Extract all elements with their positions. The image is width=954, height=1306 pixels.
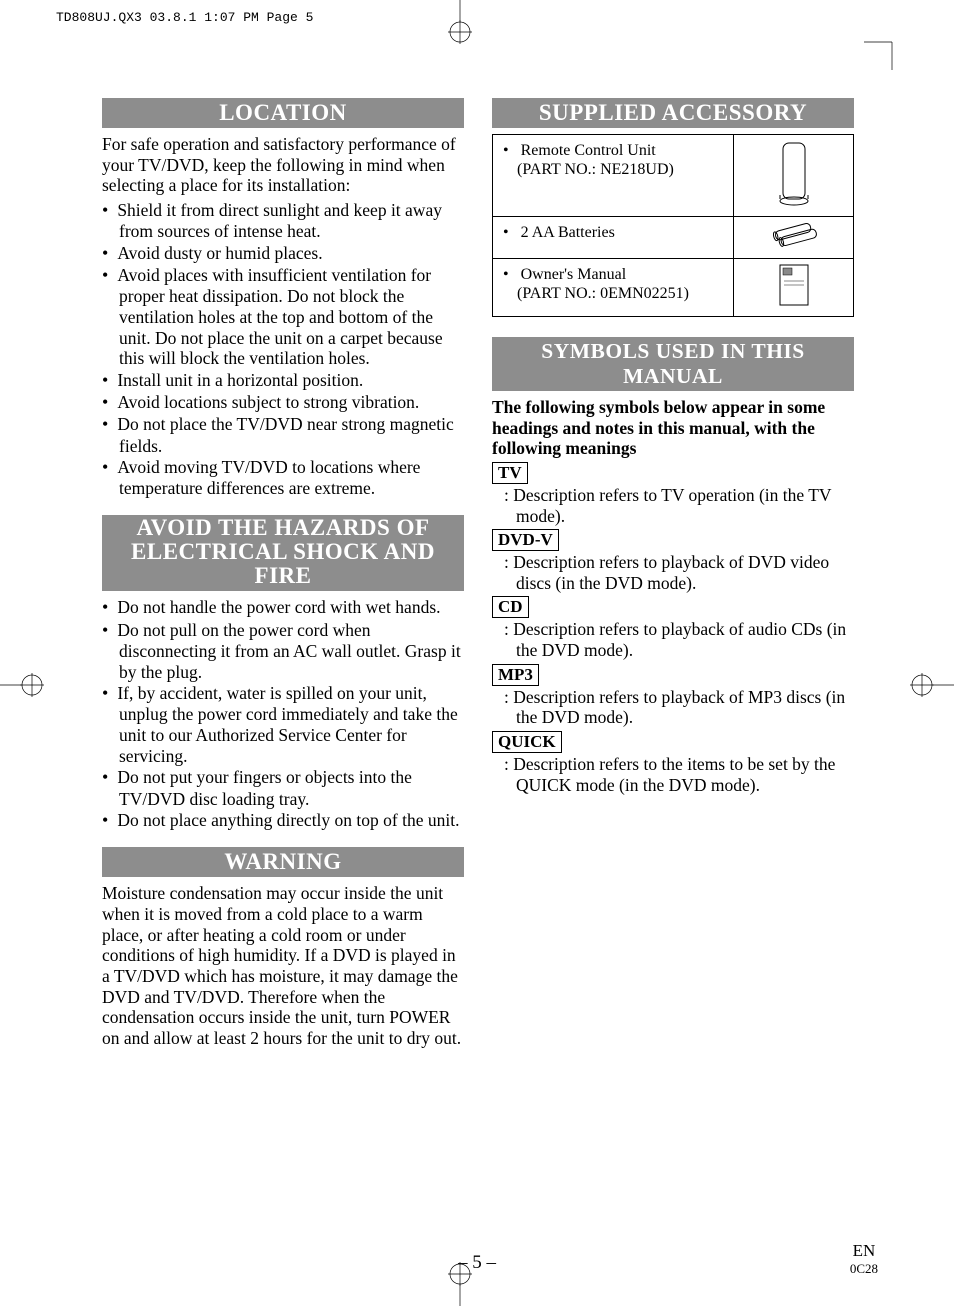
accessory-label: 2 AA Batteries [521,224,615,241]
symbol-entry: DVD-V : Description refers to playback o… [492,526,854,593]
symbol-tag-tv: TV [492,462,528,484]
symbols-intro: The following symbols below appear in so… [492,397,854,459]
crop-mark-left [0,655,45,715]
warning-body: Moisture condensation may occur inside t… [102,883,464,1048]
accessory-cell-batteries: 2 AA Batteries [493,217,734,259]
symbol-entry: MP3 : Description refers to playback of … [492,661,854,728]
accessory-image-batteries [734,217,854,259]
left-column: LOCATION For safe operation and satisfac… [102,98,464,1053]
hazards-header: AVOID THE HAZARDS OF ELECTRICAL SHOCK AN… [102,515,464,591]
symbol-entry: CD : Description refers to playback of a… [492,593,854,660]
symbol-tag-dvdv: DVD-V [492,529,559,551]
accessory-table: Remote Control Unit (PART NO.: NE218UD) [492,134,854,317]
location-item: Avoid dusty or humid places. [102,243,464,264]
accessory-cell-remote: Remote Control Unit (PART NO.: NE218UD) [493,135,734,217]
accessory-label: Remote Control Unit [521,142,656,159]
hazards-item: If, by accident, water is spilled on you… [102,683,464,766]
crop-mark-top [430,0,490,45]
accessory-part: (PART NO.: NE218UD) [517,161,674,178]
accessory-header: SUPPLIED ACCESSORY [492,98,854,128]
symbol-tag-cd: CD [492,596,529,618]
symbol-entry: QUICK : Description refers to the items … [492,728,854,795]
symbol-desc: : Description refers to the items to be … [492,754,854,795]
accessory-cell-manual: Owner's Manual (PART NO.: 0EMN02251) [493,259,734,317]
crop-mark-right [909,655,954,715]
crop-mark-corner-tr [864,30,904,70]
symbol-desc: : Description refers to TV operation (in… [492,485,854,526]
crop-header-text: TD808UJ.QX3 03.8.1 1:07 PM Page 5 [56,10,313,25]
page-number: – 5 – [0,1252,954,1274]
page-footer: – 5 – [0,1252,954,1274]
accessory-label: Owner's Manual [521,266,627,283]
hazards-list: Do not handle the power cord with wet ha… [102,597,464,831]
footer-code: EN 0C28 [850,1242,878,1276]
remote-icon [777,139,811,207]
hazards-item: Do not put your fingers or objects into … [102,767,464,809]
accessory-image-manual [734,259,854,317]
warning-header: WARNING [102,847,464,877]
accessory-part: (PART NO.: 0EMN02251) [517,285,689,302]
symbol-desc: : Description refers to playback of DVD … [492,552,854,593]
batteries-icon [764,221,824,249]
location-item: Avoid moving TV/DVD to locations where t… [102,457,464,499]
location-header: LOCATION [102,98,464,128]
location-item: Install unit in a horizontal position. [102,370,464,391]
symbol-entry: TV : Description refers to TV operation … [492,459,854,526]
symbol-desc: : Description refers to playback of MP3 … [492,687,854,728]
page-content: LOCATION For safe operation and satisfac… [102,98,854,1053]
location-item: Do not place the TV/DVD near strong magn… [102,414,464,456]
footer-doc-code: 0C28 [850,1261,878,1276]
location-item: Avoid places with insufficient ventilati… [102,265,464,369]
symbol-tag-mp3: MP3 [492,664,539,686]
hazards-item: Do not handle the power cord with wet ha… [102,597,464,618]
symbol-tag-quick: QUICK [492,731,562,753]
location-item: Avoid locations subject to strong vibrat… [102,392,464,413]
location-intro: For safe operation and satisfactory perf… [102,134,464,196]
location-list: Shield it from direct sunlight and keep … [102,200,464,499]
hazards-item: Do not pull on the power cord when disco… [102,620,464,683]
symbols-header: SYMBOLS USED IN THIS MANUAL [492,337,854,391]
accessory-image-remote [734,135,854,217]
hazards-item: Do not place anything directly on top of… [102,810,464,831]
footer-lang: EN [853,1241,876,1260]
symbol-desc: : Description refers to playback of audi… [492,619,854,660]
right-column: SUPPLIED ACCESSORY Remote Control Unit (… [492,98,854,1053]
location-item: Shield it from direct sunlight and keep … [102,200,464,242]
manual-icon [776,263,812,307]
